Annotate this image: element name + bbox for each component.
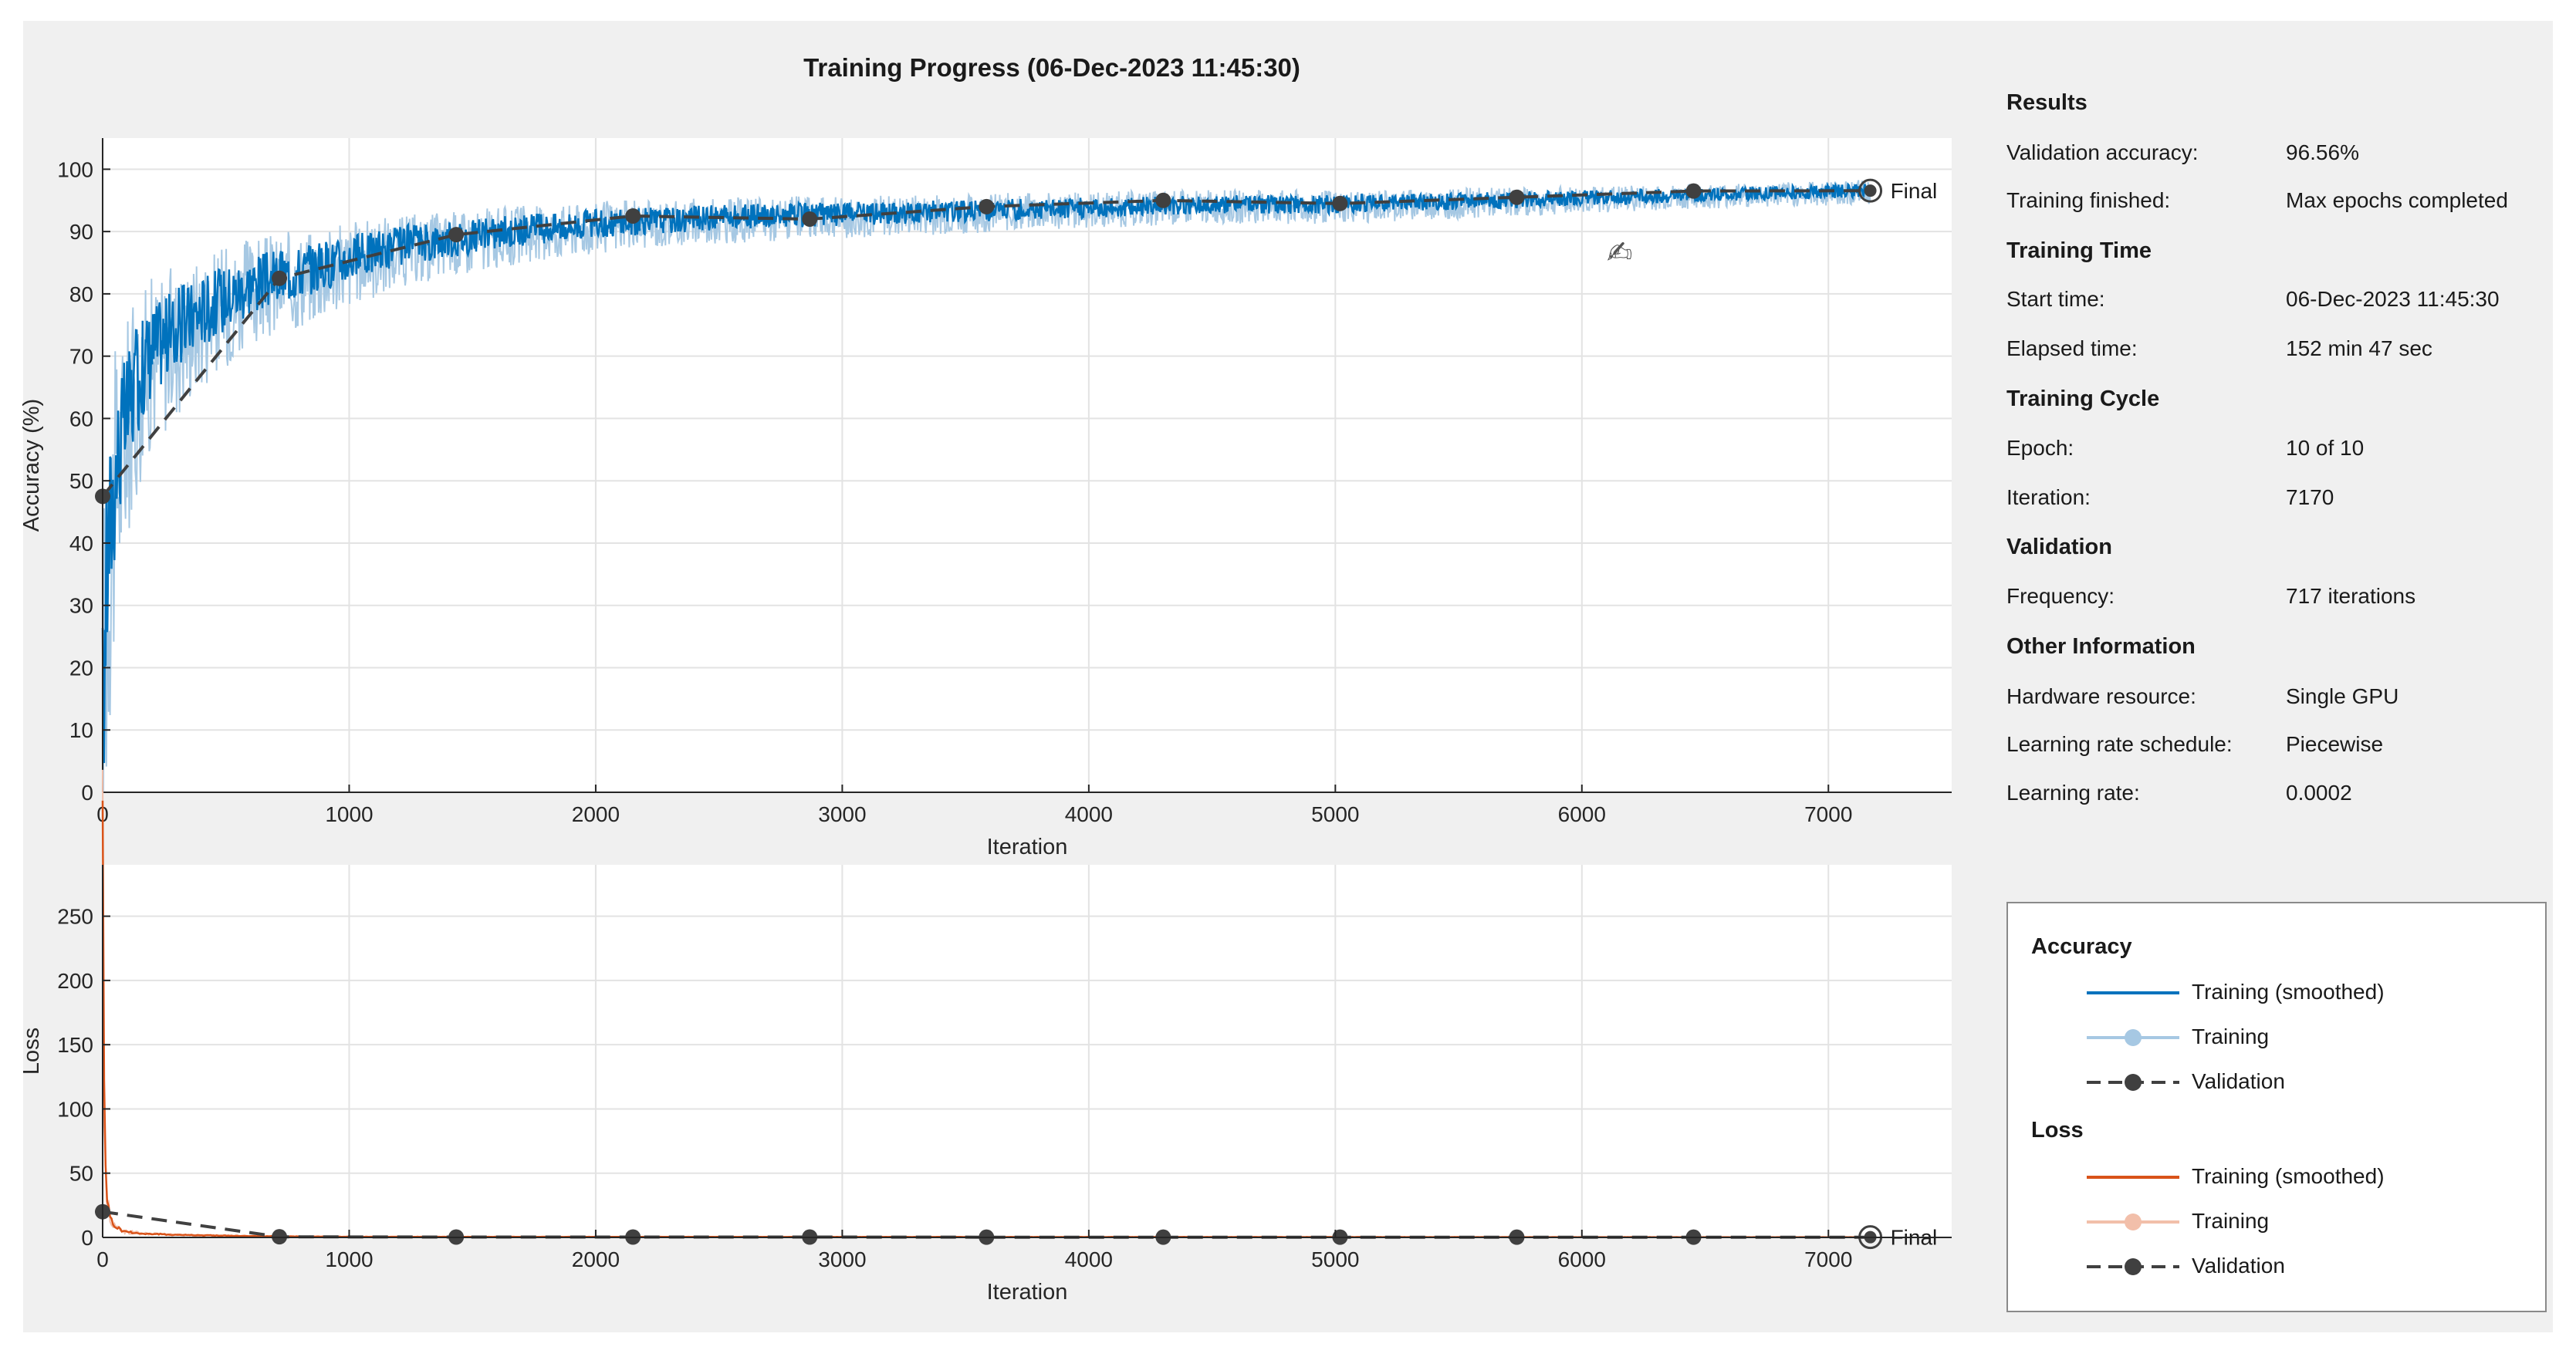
- elapsed-time-label: Elapsed time:: [2006, 336, 2138, 360]
- x-tick-label: 6000: [1558, 802, 1606, 826]
- y-tick-label: 0: [81, 781, 93, 805]
- x-tick-label: 0: [96, 1247, 109, 1271]
- x-axis-label: Iteration: [987, 835, 1068, 859]
- iteration-value: 7170: [2286, 485, 2334, 509]
- y-tick-label: 250: [57, 905, 93, 929]
- learning-rate-schedule-label: Learning rate schedule:: [2006, 732, 2233, 756]
- y-tick-label: 50: [69, 1162, 93, 1186]
- start-time-label: Start time:: [2006, 287, 2105, 311]
- learning-rate-label: Learning rate:: [2006, 781, 2140, 805]
- y-tick-label: 100: [57, 157, 93, 181]
- results-title: Results: [2006, 90, 2088, 115]
- x-tick-label: 3000: [818, 802, 866, 826]
- validation-title: Validation: [2006, 535, 2112, 559]
- validation-point: [1509, 189, 1525, 205]
- y-tick-label: 40: [69, 532, 93, 555]
- x-tick-label: 3000: [818, 1247, 866, 1271]
- epoch-value: 10 of 10: [2286, 436, 2365, 460]
- y-axis-label: Loss: [19, 1028, 44, 1075]
- legend-acc-training-label: Training: [2192, 1025, 2270, 1048]
- y-tick-label: 30: [69, 594, 93, 618]
- legend-accuracy-title: Accuracy: [2031, 934, 2132, 959]
- validation-point: [448, 227, 465, 243]
- validation-point: [802, 211, 818, 227]
- elapsed-time-value: 152 min 47 sec: [2286, 336, 2432, 360]
- y-tick-label: 60: [69, 407, 93, 430]
- y-tick-label: 70: [69, 345, 93, 369]
- training-cycle-title: Training Cycle: [2006, 387, 2160, 411]
- y-tick-label: 150: [57, 1033, 93, 1057]
- iteration-label: Iteration:: [2006, 485, 2091, 509]
- legend-acc-smoothed-label: Training (smoothed): [2192, 980, 2385, 1004]
- legend-loss-training-label: Training: [2192, 1209, 2270, 1233]
- final-validation-ring: [1858, 178, 1883, 203]
- hardware-resource-label: Hardware resource:: [2006, 684, 2196, 708]
- y-tick-label: 100: [57, 1097, 93, 1121]
- legend-acc-validation-label: Validation: [2192, 1069, 2285, 1093]
- y-tick-label: 20: [69, 656, 93, 680]
- x-tick-label: 4000: [1065, 1247, 1113, 1271]
- other-information-title: Other Information: [2006, 634, 2196, 659]
- legend-loss-smoothed-label: Training (smoothed): [2192, 1164, 2385, 1188]
- validation-point: [1332, 195, 1348, 211]
- validation-point: [1685, 183, 1702, 199]
- x-tick-label: 4000: [1065, 802, 1113, 826]
- validation-point: [1155, 192, 1171, 208]
- final-validation-point: [1864, 184, 1877, 197]
- frequency-value: 717 iterations: [2286, 584, 2416, 608]
- training-raw-line: [102, 180, 1871, 793]
- validation-point: [272, 270, 288, 286]
- x-tick-label: 6000: [1558, 1247, 1606, 1271]
- training-finished-value: Max epochs completed: [2286, 188, 2508, 212]
- hardware-resource-value: Single GPU: [2286, 684, 2399, 708]
- edit-annotation-icon[interactable]: ✍: [1607, 236, 1633, 270]
- validation-point: [979, 198, 995, 214]
- y-tick-label: 50: [69, 469, 93, 493]
- x-tick-label: 7000: [1804, 802, 1852, 826]
- x-tick-label: 2000: [572, 802, 620, 826]
- learning-rate-value: 0.0002: [2286, 781, 2352, 805]
- y-axis-label: Accuracy (%): [19, 399, 44, 532]
- page-title: Training Progress (06-Dec-2023 11:45:30): [803, 53, 1300, 82]
- legend-acc-training-marker: [2125, 1029, 2142, 1046]
- y-tick-label: 80: [69, 282, 93, 306]
- x-tick-label: 5000: [1311, 802, 1359, 826]
- x-tick-label: 7000: [1804, 1247, 1852, 1271]
- y-tick-label: 0: [81, 1226, 93, 1250]
- training-smoothed-line: [101, 181, 1871, 764]
- validation-accuracy-value: 96.56%: [2286, 140, 2359, 164]
- frequency-label: Frequency:: [2006, 584, 2115, 608]
- x-tick-label: 5000: [1311, 1247, 1359, 1271]
- validation-accuracy-label: Validation accuracy:: [2006, 140, 2199, 164]
- x-tick-label: 1000: [325, 802, 373, 826]
- y-tick-label: 10: [69, 718, 93, 742]
- final-label: Final: [1891, 179, 1938, 203]
- x-tick-label: 1000: [325, 1247, 373, 1271]
- legend-acc-validation-marker: [2125, 1074, 2142, 1091]
- legend-loss-validation-marker: [2125, 1258, 2142, 1275]
- training-finished-label: Training finished:: [2006, 188, 2171, 212]
- y-tick-label: 200: [57, 969, 93, 993]
- legend-box: Accuracy Training (smoothed) Training Va…: [2006, 902, 2547, 1312]
- x-tick-label: 2000: [572, 1247, 620, 1271]
- x-axis-label: Iteration: [987, 1280, 1068, 1305]
- learning-rate-schedule-value: Piecewise: [2286, 732, 2384, 756]
- start-time-value: 06-Dec-2023 11:45:30: [2286, 287, 2500, 311]
- y-tick-label: 90: [69, 220, 93, 244]
- validation-point: [625, 208, 641, 224]
- plot-area: [103, 865, 1952, 1237]
- legend-loss-training-marker: [2125, 1214, 2142, 1230]
- legend-loss-validation-label: Validation: [2192, 1254, 2285, 1278]
- training-progress-panel: Training Progress (06-Dec-2023 11:45:30)…: [19, 21, 2553, 1332]
- training-time-title: Training Time: [2006, 238, 2152, 263]
- legend-loss-title: Loss: [2031, 1118, 2084, 1143]
- epoch-label: Epoch:: [2006, 436, 2074, 460]
